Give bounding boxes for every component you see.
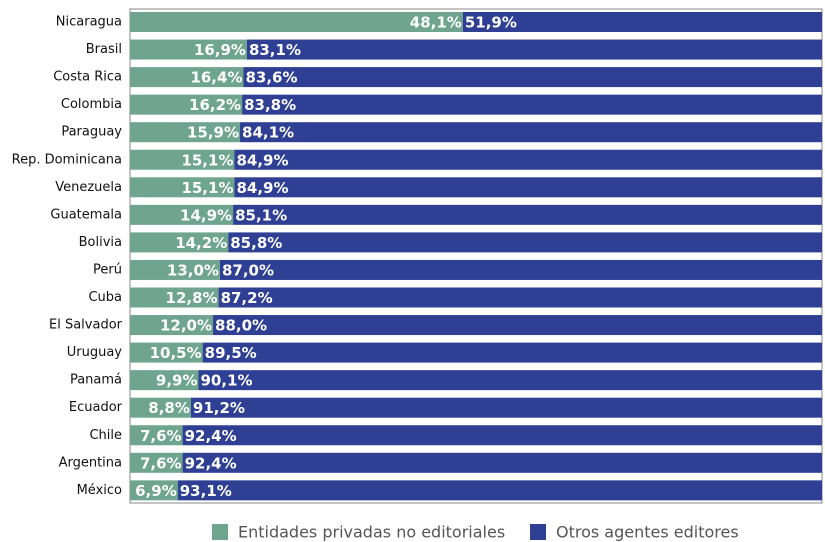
value-label: 89,5% [205, 344, 257, 362]
value-label: 8,8% [148, 399, 190, 417]
bar-segment [228, 232, 822, 253]
value-label: 13,0% [167, 261, 219, 279]
bar-segment [130, 177, 235, 198]
value-label: 15,9% [187, 124, 239, 142]
value-label: 83,6% [245, 69, 297, 87]
bar-segment [246, 39, 822, 60]
y-tick-label: Rep. Dominicana [12, 152, 122, 167]
value-label: 9,9% [156, 372, 198, 390]
value-label: 87,2% [221, 289, 273, 307]
value-label: 84,9% [236, 151, 288, 169]
value-label: 7,6% [140, 454, 182, 472]
y-tick-label: Costa Rica [53, 70, 122, 85]
y-tick-label: Colombia [61, 97, 122, 112]
bar-segment [130, 315, 214, 336]
y-tick-label: Paraguay [61, 125, 122, 140]
value-label: 92,4% [185, 454, 237, 472]
bar-segment [240, 122, 822, 143]
y-tick-label: Chile [89, 428, 122, 443]
value-label: 12,0% [160, 317, 212, 335]
bar-segment [242, 94, 822, 115]
bar-segment [234, 177, 822, 198]
y-tick-label: Perú [93, 262, 122, 277]
bar-segment [130, 342, 203, 363]
legend-swatch [530, 524, 546, 540]
bar-segment [177, 480, 823, 501]
value-label: 7,6% [140, 427, 182, 445]
y-tick-label: Argentina [59, 455, 122, 470]
value-label: 16,2% [189, 96, 241, 114]
bar-segment [462, 12, 822, 32]
value-label: 16,9% [194, 41, 246, 59]
y-tick-label: El Salvador [49, 318, 123, 333]
y-tick-label: Venezuela [55, 180, 122, 195]
value-label: 83,8% [244, 96, 296, 114]
value-label: 87,0% [222, 261, 274, 279]
value-label: 93,1% [180, 482, 232, 500]
bar-segment [198, 370, 822, 391]
value-label: 85,8% [230, 234, 282, 252]
value-label: 85,1% [235, 206, 287, 224]
value-label: 51,9% [465, 14, 517, 32]
bar-segment [182, 425, 823, 446]
value-label: 15,1% [181, 179, 233, 197]
bar-segment [243, 67, 822, 88]
legend-label: Otros agentes editores [556, 523, 739, 542]
legend-label: Entidades privadas no editoriales [238, 523, 505, 542]
value-label: 48,1% [410, 14, 462, 32]
value-label: 90,1% [201, 372, 253, 390]
legend-swatch [212, 524, 228, 540]
bar-segment [130, 480, 178, 501]
bar-segment [130, 287, 219, 308]
bar-segment [234, 149, 822, 170]
value-label: 14,2% [175, 234, 227, 252]
bar-segment [130, 232, 229, 253]
bar-segment [130, 397, 191, 418]
y-tick-label: Nicaragua [56, 15, 122, 30]
value-label: 14,9% [180, 206, 232, 224]
bar-segment [130, 259, 220, 280]
value-label: 16,4% [190, 69, 242, 87]
bar-segment [130, 149, 235, 170]
value-label: 83,1% [249, 41, 301, 59]
y-tick-label: Brasil [86, 42, 122, 57]
bar-segment [213, 315, 823, 336]
bar-segment [202, 342, 822, 363]
bar-segment [130, 425, 183, 446]
bar-segment [219, 259, 822, 280]
value-label: 12,8% [166, 289, 218, 307]
bar-segment [130, 370, 199, 391]
bar-segment [130, 94, 243, 115]
value-label: 6,9% [135, 482, 177, 500]
plot-frame [129, 8, 823, 504]
y-tick-label: Bolivia [79, 235, 122, 250]
bar-segment [130, 452, 183, 473]
y-tick-label: México [77, 483, 122, 498]
value-label: 84,1% [242, 124, 294, 142]
value-label: 15,1% [181, 151, 233, 169]
y-tick-label: Ecuador [69, 400, 123, 415]
bar-segment [130, 39, 247, 60]
y-tick-label: Guatemala [50, 207, 122, 222]
y-tick-label: Uruguay [67, 345, 123, 360]
value-label: 92,4% [185, 427, 237, 445]
value-label: 91,2% [193, 399, 245, 417]
bar-segment [233, 204, 822, 225]
bar-segment [190, 397, 822, 418]
bar-segment [130, 122, 241, 143]
bar-segment [218, 287, 823, 308]
value-label: 88,0% [215, 317, 267, 335]
y-tick-label: Panamá [70, 373, 122, 388]
y-tick-label: Cuba [88, 290, 122, 305]
bar-segment [130, 204, 234, 225]
bar-segment [130, 12, 463, 32]
value-label: 10,5% [150, 344, 202, 362]
bar-segment [130, 67, 244, 88]
value-label: 84,9% [236, 179, 288, 197]
bar-segment [182, 452, 823, 473]
